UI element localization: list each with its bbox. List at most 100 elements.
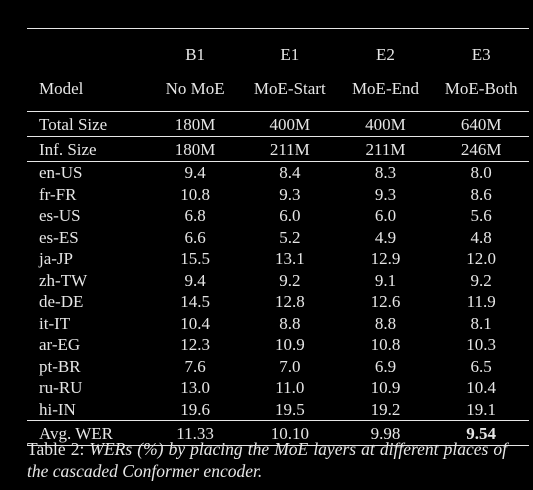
table-cell: 211M (241, 136, 338, 162)
best-avg-cell: 9.54 (433, 420, 529, 446)
row-label: fr-FR (39, 184, 77, 204)
row-label: Inf. Size (27, 136, 149, 162)
table-row: ar-EG 12.3 10.9 10.8 10.3 (27, 334, 529, 356)
results-table: B1 E1 E2 E3 Model No MoE MoE-Start MoE-E… (27, 28, 529, 446)
column-desc-e1: MoE-Start (253, 78, 326, 98)
row-label: es-ES (39, 227, 79, 247)
table-cell: 180M (148, 111, 242, 137)
table-row: ru-RU 13.0 11.0 10.9 10.4 (27, 377, 529, 399)
table-cell: 10.4 (466, 378, 497, 398)
header-row-ids: B1 E1 E2 E3 (27, 28, 529, 71)
inf-size-row: Inf. Size 180M 211M 211M 246M (27, 136, 529, 162)
table-row: it-IT 10.4 8.8 8.8 8.1 (27, 313, 529, 335)
column-desc-e2: MoE-End (351, 78, 419, 98)
table-cell: 11.9 (466, 292, 496, 312)
column-id-b1: B1 (148, 28, 242, 71)
column-id-e2: E2 (337, 28, 434, 71)
table-cell: 8.4 (279, 163, 301, 183)
header-empty-cell (27, 28, 149, 71)
table-cell: 12.6 (370, 292, 401, 312)
table-cell: 19.5 (274, 399, 305, 419)
table-cell: 6.9 (374, 356, 397, 376)
table-cell: 12.8 (274, 292, 305, 312)
row-label: ja-JP (39, 249, 73, 269)
column-desc-b1: No MoE (165, 78, 225, 98)
table-cell: 11.33 (148, 420, 242, 446)
row-label: Avg. WER (27, 420, 149, 446)
table-cell: 15.5 (180, 249, 210, 269)
table-cell: 9.2 (279, 270, 301, 290)
row-label: Total Size (27, 111, 149, 137)
table-cell: 13.1 (274, 249, 305, 269)
results-table-container: B1 E1 E2 E3 Model No MoE MoE-Start MoE-E… (27, 28, 529, 446)
table-cell: 7.0 (279, 356, 301, 376)
table-cell: 10.8 (370, 335, 401, 355)
table-cell: 8.6 (470, 184, 492, 204)
table-cell: 13.0 (180, 378, 210, 398)
table-cell: 6.0 (374, 206, 397, 226)
table-row: hi-IN 19.6 19.5 19.2 19.1 (27, 399, 529, 421)
table-caption: Table 2: WERs (%) by placing the MoE lay… (27, 438, 507, 482)
table-cell: 5.2 (279, 227, 301, 247)
table-cell: 10.8 (180, 184, 210, 204)
table-cell: 400M (241, 111, 338, 137)
table-cell: 10.9 (370, 378, 401, 398)
table-cell: 8.3 (374, 163, 397, 183)
table-row: es-ES 6.6 5.2 4.9 4.8 (27, 227, 529, 249)
table-cell: 10.4 (180, 313, 210, 333)
row-label: de-DE (39, 292, 84, 312)
table-cell: 11.0 (275, 378, 305, 398)
column-id-e1: E1 (241, 28, 338, 71)
table-row: ja-JP 15.5 13.1 12.9 12.0 (27, 248, 529, 270)
avg-wer-row: Avg. WER 11.33 10.10 9.98 9.54 (27, 420, 529, 446)
table-cell: 19.1 (466, 399, 497, 419)
table-cell: 9.3 (279, 184, 301, 204)
table-cell: 10.3 (466, 335, 497, 355)
row-label: zh-TW (39, 270, 88, 290)
table-cell: 6.5 (470, 356, 492, 376)
table-cell: 6.8 (184, 206, 206, 226)
table-cell: 4.8 (470, 227, 492, 247)
table-cell: 14.5 (180, 292, 210, 312)
table-cell: 211M (337, 136, 434, 162)
table-cell: 9.1 (374, 270, 397, 290)
table-row: de-DE 14.5 12.8 12.6 11.9 (27, 291, 529, 313)
table-cell: 12.9 (370, 249, 401, 269)
row-label: es-US (39, 206, 81, 226)
column-desc-e3: MoE-Both (444, 78, 518, 98)
table-cell: 8.8 (279, 313, 301, 333)
table-cell: 9.4 (184, 163, 206, 183)
table-cell: 6.0 (279, 206, 301, 226)
table-cell: 8.0 (470, 163, 492, 183)
table-cell: 400M (337, 111, 434, 137)
table-cell: 12.0 (466, 249, 497, 269)
table-cell: 246M (433, 136, 529, 162)
table-cell: 7.6 (184, 356, 206, 376)
table-cell: 9.3 (374, 184, 397, 204)
table-cell: 12.3 (180, 335, 210, 355)
caption-text: WERs (%) by placing the MoE layers at di… (27, 439, 508, 481)
table-cell: 180M (148, 136, 242, 162)
row-label: pt-BR (39, 356, 81, 376)
table-cell: 4.9 (374, 227, 397, 247)
total-size-row: Total Size 180M 400M 400M 640M (27, 111, 529, 137)
table-row: es-US 6.8 6.0 6.0 5.6 (27, 205, 529, 227)
table-row: fr-FR 10.8 9.3 9.3 8.6 (27, 184, 529, 206)
row-label: ru-RU (39, 378, 83, 398)
table-cell: 5.6 (470, 206, 492, 226)
table-row: zh-TW 9.4 9.2 9.1 9.2 (27, 270, 529, 292)
row-label: en-US (39, 163, 83, 183)
table-row: pt-BR 7.6 7.0 6.9 6.5 (27, 356, 529, 378)
row-label: hi-IN (39, 399, 76, 419)
table-cell: 8.8 (374, 313, 397, 333)
table-cell: 6.6 (184, 227, 206, 247)
row-label: it-IT (39, 313, 71, 333)
table-cell: 19.6 (180, 399, 210, 419)
table-cell: 10.10 (241, 420, 338, 446)
table-cell: 9.2 (470, 270, 492, 290)
row-label: ar-EG (39, 335, 81, 355)
table-cell: 8.1 (470, 313, 492, 333)
column-id-e3: E3 (433, 28, 529, 71)
header-row-descriptions: Model No MoE MoE-Start MoE-End MoE-Both (27, 71, 529, 112)
table-cell: 19.2 (370, 399, 401, 419)
